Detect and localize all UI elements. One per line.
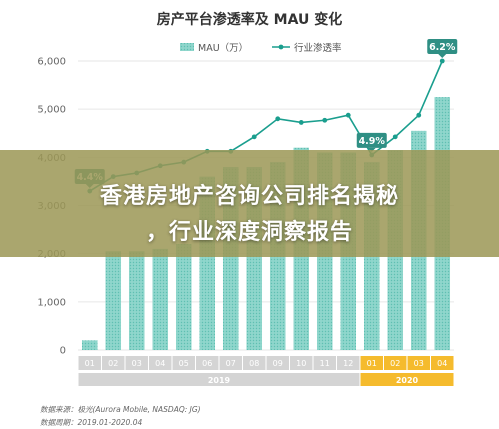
callout-box bbox=[427, 39, 458, 54]
line-point bbox=[322, 117, 328, 123]
year-label: 2020 bbox=[396, 376, 419, 385]
line-point bbox=[275, 116, 281, 122]
line-point bbox=[439, 58, 445, 64]
month-label: 01 bbox=[367, 359, 377, 368]
month-label: 09 bbox=[273, 359, 283, 368]
month-cell bbox=[266, 356, 289, 370]
month-cell bbox=[196, 356, 219, 370]
month-label: 01 bbox=[85, 359, 95, 368]
month-cell bbox=[290, 356, 313, 370]
month-cell bbox=[102, 356, 125, 370]
legend-bar-swatch bbox=[180, 43, 194, 51]
callout-pointer bbox=[438, 54, 447, 58]
bar bbox=[81, 340, 98, 350]
y-tick-label: 6,000 bbox=[37, 57, 66, 68]
month-cell bbox=[337, 356, 360, 370]
month-label: 06 bbox=[202, 359, 212, 368]
chart-title: 房产平台渗透率及 MAU 变化 bbox=[156, 12, 343, 28]
bar bbox=[175, 244, 192, 350]
line-point bbox=[298, 120, 304, 125]
bar bbox=[152, 248, 169, 350]
source-note: 数据来源：极光(Aurora Mobile, NASDAQ: JG) bbox=[40, 405, 201, 414]
month-label: 12 bbox=[343, 359, 353, 368]
month-label: 03 bbox=[132, 359, 142, 368]
y-tick-label: 0 bbox=[60, 346, 66, 357]
month-label: 11 bbox=[320, 359, 330, 368]
month-label: 02 bbox=[108, 359, 118, 368]
y-tick-label: 5,000 bbox=[37, 105, 66, 116]
overlay-subheadline: ，行业深度洞察报告 bbox=[145, 220, 353, 245]
month-cell bbox=[360, 356, 383, 370]
callout-pointer bbox=[367, 147, 376, 152]
legend-line-marker bbox=[278, 44, 284, 50]
month-cell bbox=[219, 356, 242, 370]
period-note: 数据周期：2019.01-2020.04 bbox=[40, 418, 143, 427]
year-band bbox=[360, 373, 454, 386]
month-cell bbox=[125, 356, 148, 370]
month-label: 07 bbox=[226, 359, 236, 368]
legend-line-label: 行业渗透率 bbox=[294, 42, 342, 54]
y-tick-label: 1,000 bbox=[37, 297, 66, 308]
callout-label: 6.2% bbox=[429, 42, 456, 53]
bar bbox=[128, 251, 145, 350]
month-cell bbox=[149, 356, 172, 370]
overlay-banner: 香港房地产咨询公司排名揭秘 ，行业深度洞察报告 bbox=[0, 150, 499, 257]
line-point bbox=[345, 112, 351, 118]
callout-label: 4.9% bbox=[359, 136, 386, 147]
month-cell bbox=[172, 356, 195, 370]
line-point bbox=[416, 112, 422, 118]
month-label: 04 bbox=[155, 359, 165, 368]
month-label: 08 bbox=[249, 359, 259, 368]
year-label: 2019 bbox=[208, 376, 231, 385]
month-cell bbox=[243, 356, 266, 370]
bar bbox=[105, 251, 122, 350]
month-label: 02 bbox=[390, 359, 400, 368]
overlay-headline: 香港房地产咨询公司排名揭秘 bbox=[99, 184, 399, 209]
year-band bbox=[78, 373, 360, 386]
month-cell bbox=[384, 356, 407, 370]
line-point bbox=[251, 134, 257, 140]
month-cell bbox=[313, 356, 336, 370]
line-point bbox=[392, 134, 398, 140]
legend-bar-label: MAU（万） bbox=[198, 42, 248, 54]
callout-box bbox=[356, 132, 387, 148]
month-cell bbox=[407, 356, 430, 370]
month-label: 03 bbox=[414, 359, 424, 368]
month-label: 10 bbox=[296, 359, 306, 368]
month-cell bbox=[431, 356, 454, 370]
month-cell bbox=[78, 356, 101, 370]
month-label: 05 bbox=[179, 359, 189, 368]
month-label: 04 bbox=[437, 359, 447, 368]
